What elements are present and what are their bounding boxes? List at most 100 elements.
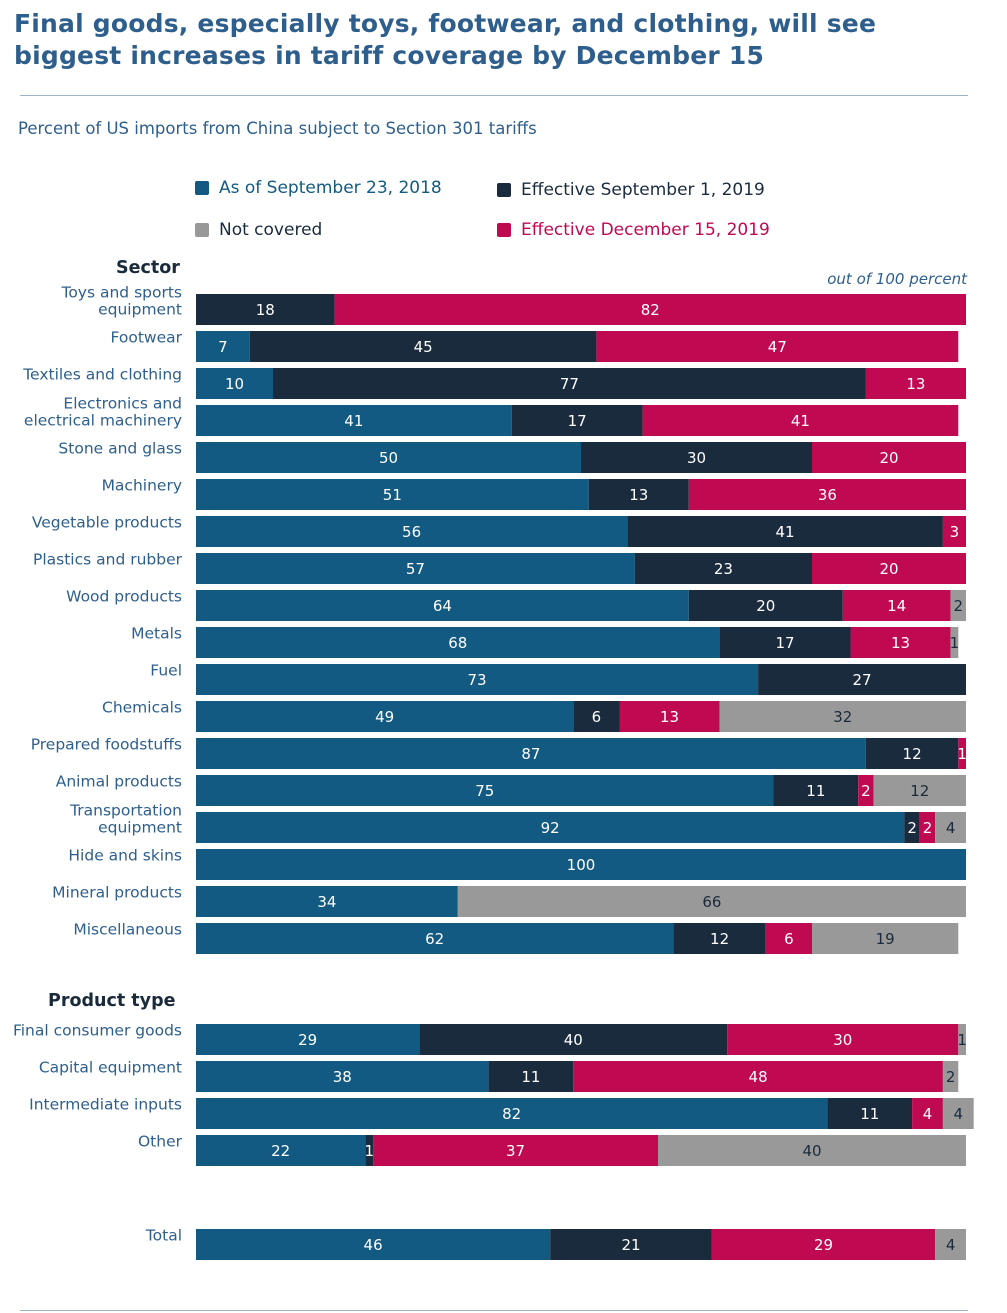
bar-segment-animal-products-0: [196, 775, 774, 806]
category-label-fuel: Fuel: [150, 662, 182, 680]
bar-segment-transportation-equipment-0: [196, 812, 905, 843]
bar-segment-other-0: [196, 1135, 366, 1166]
bar-segment-intermediate-inputs-3: [942, 1098, 974, 1129]
bar-segment-vegetable-products-0: [196, 516, 628, 547]
category-label-animal-products: Animal products: [56, 773, 182, 791]
bar-segment-animal-products-3: [873, 775, 966, 806]
data-label-chemicals-2: 13: [660, 708, 679, 726]
data-label-stone-and-glass-2: 20: [879, 449, 898, 467]
category-label-capital-equipment: Capital equipment: [39, 1059, 182, 1077]
data-label-final-consumer-goods-3: 1: [957, 1031, 967, 1049]
data-label-intermediate-inputs-3: 4: [954, 1105, 964, 1123]
legend-item-sept-2019: Effective September 1, 2019: [497, 180, 765, 200]
data-label-prepared-foodstuffs-0: 87: [521, 745, 540, 763]
legend-swatch-icon: [497, 223, 511, 237]
data-label-wood-products-1: 20: [756, 597, 775, 615]
bar-segment-total-3: [935, 1229, 966, 1260]
data-label-plastics-and-rubber-1: 23: [714, 560, 733, 578]
bar-segment-vegetable-products-1: [627, 516, 943, 547]
category-label-wood-products: Wood products: [66, 588, 182, 606]
bar-segment-fuel-0: [196, 664, 759, 695]
bar-segment-mineral-products-3: [457, 886, 966, 917]
legend-label: Not covered: [219, 220, 323, 240]
data-label-capital-equipment-2: 48: [749, 1068, 768, 1086]
bar-segment-machinery-0: [196, 479, 589, 510]
data-label-footwear-0: 7: [218, 338, 228, 356]
legend-swatch-icon: [195, 223, 209, 237]
data-label-total-1: 21: [622, 1236, 641, 1254]
bar-segment-total-2: [711, 1229, 936, 1260]
bar-segment-miscellaneous-0: [196, 923, 674, 954]
bar-segment-vegetable-products-2: [942, 516, 966, 547]
data-label-metals-3: 1: [950, 634, 960, 652]
bar-segment-total-0: [196, 1229, 551, 1260]
category-label-other: Other: [138, 1133, 183, 1151]
category-label-hide-and-skins: Hide and skins: [68, 847, 182, 865]
data-label-fuel-1: 27: [853, 671, 872, 689]
bar-segment-prepared-foodstuffs-0: [196, 738, 866, 769]
data-label-metals-2: 13: [891, 634, 910, 652]
bar-segment-electronics-and-electrical-machinery-0: [196, 405, 512, 436]
bar-segment-stone-and-glass-1: [581, 442, 812, 473]
bar-segment-footwear-1: [249, 331, 597, 362]
bar-segment-metals-2: [850, 627, 951, 658]
section-title-product-type: Product type: [48, 991, 176, 1011]
data-label-hide-and-skins-0: 100: [567, 856, 596, 874]
data-label-plastics-and-rubber-0: 57: [406, 560, 425, 578]
data-label-chemicals-1: 6: [592, 708, 602, 726]
top-rule: [20, 95, 968, 96]
data-label-footwear-2: 47: [768, 338, 787, 356]
data-label-prepared-foodstuffs-1: 12: [903, 745, 922, 763]
data-label-other-1: 1: [364, 1142, 374, 1160]
category-label-metals: Metals: [131, 625, 182, 643]
category-label-mineral-products: Mineral products: [52, 884, 182, 902]
category-label-machinery: Machinery: [102, 477, 182, 495]
bar-segment-stone-and-glass-0: [196, 442, 581, 473]
data-label-mineral-products-3: 66: [702, 893, 721, 911]
data-label-fuel-0: 73: [468, 671, 487, 689]
data-label-transportation-equipment-1: 2: [907, 819, 917, 837]
bar-segment-toys-and-sports-equipment-2: [334, 294, 967, 325]
category-label-footwear: Footwear: [111, 329, 183, 347]
bar-segment-plastics-and-rubber-0: [196, 553, 635, 584]
chart-subtitle: Percent of US imports from China subject…: [18, 119, 537, 138]
data-label-textiles-and-clothing-2: 13: [906, 375, 925, 393]
category-label-electronics-and-electrical-machinery: Electronics and electrical machinery: [24, 395, 182, 430]
bar-segment-wood-products-1: [688, 590, 843, 621]
bottom-rule: [20, 1310, 968, 1311]
chart-title: Final goods, especially toys, footwear, …: [14, 9, 877, 70]
scale-note: out of 100 percent: [827, 270, 967, 288]
category-label-textiles-and-clothing: Textiles and clothing: [22, 366, 182, 384]
category-label-prepared-foodstuffs: Prepared foodstuffs: [31, 736, 182, 754]
data-label-wood-products-0: 64: [433, 597, 452, 615]
bar-segment-chemicals-3: [719, 701, 966, 732]
data-label-total-3: 4: [946, 1236, 956, 1254]
bar-segment-footwear-2: [596, 331, 959, 362]
data-label-metals-1: 17: [776, 634, 795, 652]
bar-segment-fuel-1: [758, 664, 966, 695]
data-label-metals-0: 68: [448, 634, 467, 652]
data-label-vegetable-products-2: 3: [950, 523, 960, 541]
data-label-animal-products-0: 75: [475, 782, 494, 800]
data-label-other-3: 40: [802, 1142, 821, 1160]
bar-segment-textiles-and-clothing-1: [273, 368, 866, 399]
bar-segment-plastics-and-rubber-2: [812, 553, 966, 584]
bar-segment-electronics-and-electrical-machinery-1: [511, 405, 643, 436]
data-label-intermediate-inputs-2: 4: [923, 1105, 933, 1123]
bar-segment-total-1: [550, 1229, 712, 1260]
data-label-wood-products-3: 2: [954, 597, 964, 615]
bar-segment-capital-equipment-3: [942, 1061, 959, 1092]
legend-item-not-covered: Not covered: [195, 220, 322, 240]
bar-segment-textiles-and-clothing-0: [196, 368, 273, 399]
category-label-final-consumer-goods: Final consumer goods: [13, 1022, 182, 1040]
bar-segment-transportation-equipment-1: [904, 812, 920, 843]
bar-segment-other-2: [373, 1135, 658, 1166]
category-label-chemicals: Chemicals: [102, 699, 182, 717]
category-label-transportation-equipment: Transportation equipment: [69, 802, 182, 837]
bar-segment-wood-products-2: [842, 590, 951, 621]
data-label-electronics-and-electrical-machinery-1: 17: [568, 412, 587, 430]
data-label-electronics-and-electrical-machinery-2: 41: [791, 412, 810, 430]
bar-segment-miscellaneous-3: [812, 923, 959, 954]
bar-segment-machinery-1: [588, 479, 689, 510]
